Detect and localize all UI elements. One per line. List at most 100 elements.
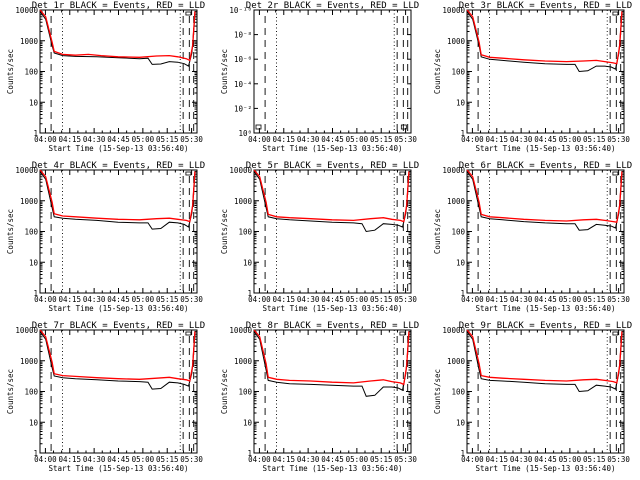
x-tick-label: 05:30 <box>394 455 417 464</box>
panel-title: Det 1r BLACK = Events, RED = LLD <box>32 1 205 11</box>
y-tick-label: 100 <box>451 228 465 237</box>
y-tick-label: 10 <box>29 418 39 427</box>
event-box-marker <box>400 124 407 130</box>
x-tick-label: 05:30 <box>394 295 417 304</box>
y-tick-label: 1 <box>33 449 38 458</box>
y-tick-label: 10 <box>243 258 253 267</box>
lld-series-line <box>253 329 410 386</box>
x-tick-label: 05:30 <box>607 295 630 304</box>
event-box-marker <box>612 11 619 16</box>
y-tick-label: 1000 <box>447 37 466 46</box>
x-tick-label: 05:15 <box>370 135 393 144</box>
x-axis-label: Start Time (15-Sep-13 03:56:40) <box>476 464 616 473</box>
y-tick-label: 10000 <box>229 166 252 175</box>
plot-frame <box>39 329 198 454</box>
panel-det-5r: Det 5r BLACK = Events, RED = LLD 1 10 100 10… <box>220 161 419 313</box>
plot-frame <box>253 169 412 294</box>
y-tick-label: 100 <box>24 228 38 237</box>
y-tick-label: 1000 <box>20 357 39 366</box>
x-tick-label: 04:00 <box>461 455 484 464</box>
y-tick-label: 100 <box>24 68 38 77</box>
event-box-marker <box>399 331 406 336</box>
y-tick-label: 10 <box>29 258 39 267</box>
y-tick-label: 10 <box>29 98 39 107</box>
panel-title: Det 5r BLACK = Events, RED = LLD <box>246 161 419 171</box>
x-tick-label: 04:00 <box>248 135 271 144</box>
event-box-marker <box>612 331 619 336</box>
x-tick-label: 05:15 <box>583 295 606 304</box>
x-tick-label: 04:00 <box>34 135 57 144</box>
lld-series-line <box>39 169 196 223</box>
plot-frame <box>39 169 198 294</box>
event-box-marker <box>185 171 192 176</box>
events-series-line <box>253 331 410 397</box>
x-tick-label: 04:15 <box>485 135 508 144</box>
y-tick-label: 10000 <box>442 166 465 175</box>
lld-series-line <box>466 169 623 223</box>
x-tick-label: 05:00 <box>559 455 582 464</box>
y-tick-label: 10000 <box>442 6 465 15</box>
plot-frame <box>253 329 412 454</box>
events-series-line <box>466 11 623 73</box>
y-tick-label: 1000 <box>447 357 466 366</box>
y-tick-label: 1 <box>33 129 38 138</box>
panel-det-6r: Det 6r BLACK = Events, RED = LLD 1 10 100 10… <box>433 161 632 313</box>
x-tick-label: 05:00 <box>346 455 369 464</box>
y-axis-label: Counts/sec <box>433 369 442 414</box>
x-tick-label: 04:45 <box>321 295 344 304</box>
x-tick-label: 05:15 <box>156 135 179 144</box>
y-tick-label: 1 <box>460 129 465 138</box>
x-axis-label: Start Time (15-Sep-13 03:56:40) <box>476 304 616 313</box>
x-tick-label: 05:15 <box>370 295 393 304</box>
y-tick-label: 1000 <box>234 197 253 206</box>
x-tick-label: 04:30 <box>297 295 320 304</box>
x-tick-label: 05:15 <box>156 455 179 464</box>
lld-series-line <box>466 9 623 65</box>
x-tick-label: 04:45 <box>107 455 130 464</box>
x-tick-label: 04:15 <box>272 135 295 144</box>
x-tick-label: 05:30 <box>607 455 630 464</box>
x-tick-label: 04:30 <box>83 295 106 304</box>
panel-title: Det 3r BLACK = Events, RED = LLD <box>459 1 632 11</box>
panel-det-3r: Det 3r BLACK = Events, RED = LLD 1 10 100 10… <box>433 1 632 153</box>
y-tick-label: 10⁻⁴ <box>234 80 252 89</box>
x-tick-label: 04:30 <box>510 135 533 144</box>
lld-series-line <box>39 9 196 62</box>
y-axis-label: Counts/sec <box>433 209 442 254</box>
x-tick-label: 04:15 <box>58 135 81 144</box>
events-series-line <box>466 171 623 231</box>
x-tick-label: 04:45 <box>107 295 130 304</box>
y-axis-label: Counts/sec <box>220 209 229 254</box>
y-tick-label: 10⁻⁶ <box>234 55 252 64</box>
x-tick-label: 04:30 <box>510 455 533 464</box>
events-series-line <box>39 171 196 230</box>
y-axis-label: Counts/sec <box>6 209 15 254</box>
x-tick-label: 04:00 <box>248 455 271 464</box>
x-tick-label: 04:00 <box>34 455 57 464</box>
x-tick-label: 05:00 <box>132 135 155 144</box>
y-tick-label: 10 <box>456 98 466 107</box>
y-tick-label: 1000 <box>234 357 253 366</box>
x-tick-label: 05:30 <box>180 295 203 304</box>
x-tick-label: 04:00 <box>248 295 271 304</box>
panel-title: Det 8r BLACK = Events, RED = LLD <box>246 321 419 331</box>
x-axis-label: Start Time (15-Sep-13 03:56:40) <box>263 464 403 473</box>
x-axis-label: Start Time (15-Sep-13 03:56:40) <box>49 144 189 153</box>
x-tick-label: 05:00 <box>346 135 369 144</box>
x-tick-label: 05:00 <box>132 295 155 304</box>
x-axis-label: Start Time (15-Sep-13 03:56:40) <box>49 464 189 473</box>
y-tick-label: 1 <box>33 289 38 298</box>
x-tick-label: 04:30 <box>83 135 106 144</box>
lld-series-line <box>253 169 410 223</box>
event-box-marker <box>185 331 192 336</box>
panel-det-8r: Det 8r BLACK = Events, RED = LLD 1 10 100 10… <box>220 321 419 473</box>
y-axis-label: Counts/sec <box>6 369 15 414</box>
panel-title: Det 2r BLACK = Events, RED = LLD <box>246 1 419 11</box>
event-box-marker <box>399 171 406 176</box>
x-tick-label: 05:30 <box>180 135 203 144</box>
y-tick-label: 10 <box>456 418 466 427</box>
x-tick-label: 04:45 <box>321 455 344 464</box>
x-tick-label: 04:15 <box>58 455 81 464</box>
event-box-marker <box>255 124 262 130</box>
